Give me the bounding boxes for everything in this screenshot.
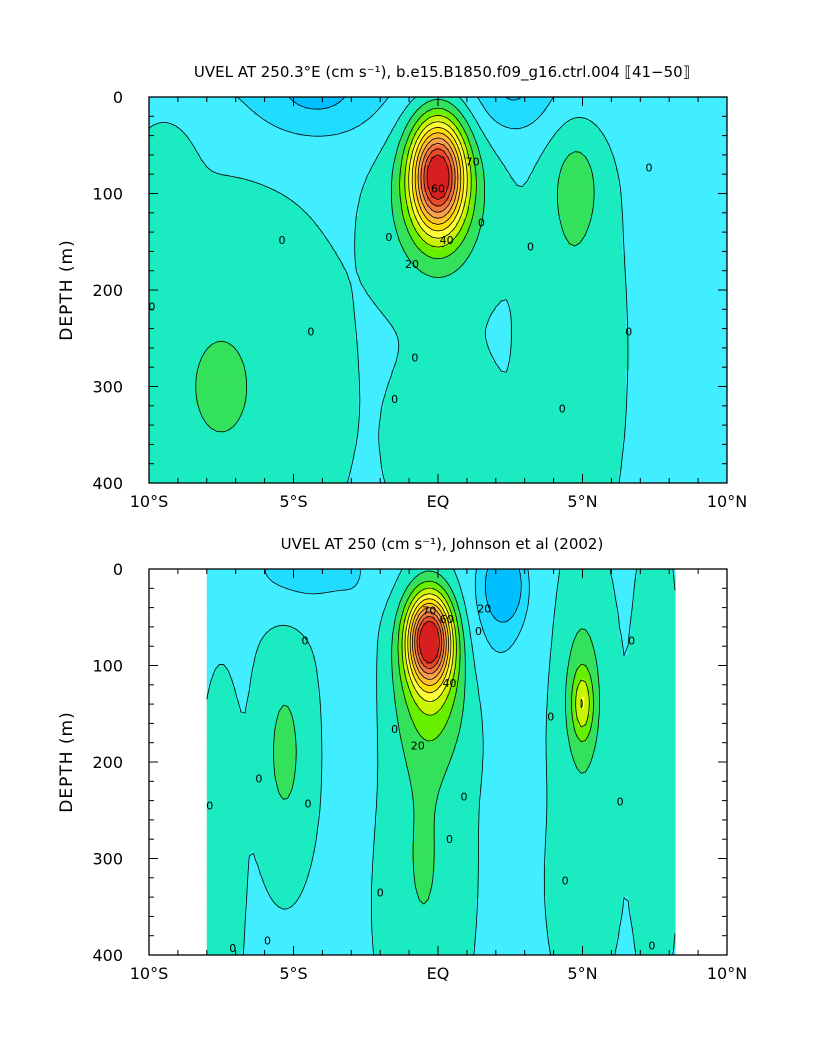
contour-label: 0	[302, 634, 309, 647]
y-tick-label: 300	[92, 378, 123, 397]
chart-title: UVEL AT 250 (cm s⁻¹), Johnson et al (200…	[281, 535, 604, 553]
contour-label: 0	[278, 234, 285, 247]
contour-label: 0	[377, 886, 384, 899]
contour-label: 0	[446, 833, 453, 846]
contour-label: 20	[405, 258, 419, 271]
x-tick-label: 10°N	[707, 492, 747, 511]
x-tick-label: EQ	[427, 964, 450, 983]
chart-title: UVEL AT 250.3°E (cm s⁻¹), b.e15.B1850.f0…	[194, 63, 690, 82]
contour-lines	[206, 569, 676, 955]
y-tick-label: 400	[92, 474, 123, 493]
y-axis-label: DEPTH (m)	[57, 711, 77, 812]
contour-label: 0	[478, 216, 485, 229]
y-tick-label: 100	[92, 657, 123, 676]
contour-lines	[149, 97, 629, 483]
contour-label: 0	[385, 231, 392, 244]
contour-label: 70	[422, 604, 436, 617]
x-tick-label: EQ	[427, 492, 450, 511]
contour-label: 0	[229, 942, 236, 955]
contour-label: 0	[206, 799, 213, 812]
contour-label: 70	[466, 156, 480, 169]
contour-label: 40	[443, 677, 457, 690]
contour-label: 60	[431, 183, 445, 196]
y-tick-label: 100	[92, 185, 123, 204]
x-tick-label: 10°N	[707, 964, 747, 983]
y-tick-label: 0	[113, 560, 123, 579]
x-axis: 10°S 5°S EQ 5°N 10°N	[130, 569, 747, 983]
y-tick-label: 0	[113, 88, 123, 107]
contour-label: 0	[645, 161, 652, 174]
contour-label: 0	[255, 772, 262, 785]
contour-label: 0	[648, 939, 655, 952]
contour-label: 20	[411, 740, 425, 753]
x-tick-label: 5°S	[279, 964, 307, 983]
contour-label: 0	[559, 403, 566, 416]
y-axis-label: DEPTH (m)	[57, 239, 77, 340]
y-tick-label: 200	[92, 753, 123, 772]
contour-label: 0	[617, 796, 624, 809]
contour-label: 40	[440, 234, 454, 247]
y-tick-label: 400	[92, 946, 123, 965]
x-tick-label: 5°N	[567, 964, 597, 983]
contour-label: 0	[304, 797, 311, 810]
y-tick-label: 300	[92, 850, 123, 869]
contour-label: 0	[391, 393, 398, 406]
contour-label: 0	[625, 325, 632, 338]
contour-label: 0	[461, 791, 468, 804]
y-tick-label: 200	[92, 281, 123, 300]
contour-label: 0	[264, 935, 271, 948]
contour-label: 20	[477, 603, 491, 616]
contour-label: 0	[527, 241, 534, 254]
x-tick-label: 10°S	[130, 964, 169, 983]
velocity-field	[149, 97, 727, 483]
x-tick-label: 5°S	[279, 492, 307, 511]
contour-label: 0	[547, 711, 554, 724]
velocity-field	[206, 569, 676, 955]
x-tick-label: 10°S	[130, 492, 169, 511]
contour-label: 0	[475, 625, 482, 638]
contour-label: 0	[148, 300, 155, 313]
upper-panel: 0 0 0 0 0 0 0 0 0 0 0 20 40 60 70 10°S 5°S EQ 5°N 10°N 0 100 2…	[57, 63, 747, 511]
x-axis: 10°S 5°S EQ 5°N 10°N	[130, 97, 747, 511]
contour-label: 0	[391, 723, 398, 736]
contour-label: 60	[440, 613, 454, 626]
contour-label: 0	[307, 325, 314, 338]
contour-label: 0	[628, 634, 635, 647]
contour-label: 0	[562, 875, 569, 888]
contour-label: 0	[411, 352, 418, 365]
x-tick-label: 5°N	[567, 492, 597, 511]
